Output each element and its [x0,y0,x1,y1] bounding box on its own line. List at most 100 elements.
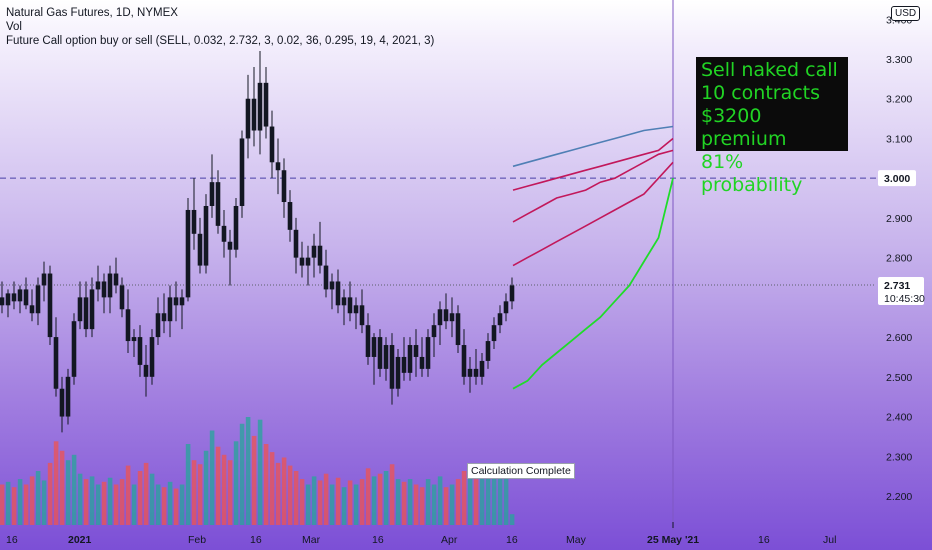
volume-bar [281,457,287,525]
candle-body [257,82,263,131]
volume-bar [407,479,413,525]
volume-bar [143,462,149,525]
candle [113,257,119,294]
candle-body [263,82,269,127]
projection-red-line-3 [512,161,674,267]
volume-bar [83,479,89,525]
volume-bar [179,484,185,525]
volume-bar [125,465,131,525]
volume-bar [155,484,161,525]
candle [83,281,89,338]
volume-bar [497,471,503,525]
symbol-title[interactable]: Natural Gas Futures, 1D, NYMEX [6,7,178,19]
candle-body [311,245,317,258]
candle-body [53,337,59,389]
candle [491,317,497,350]
candle-body [245,98,251,139]
candle [425,329,431,377]
volume-bar [131,484,137,525]
candle-body [35,285,41,314]
volume-bar [485,468,491,525]
time-tick-label: Jul [823,534,836,546]
candle-body [29,305,35,314]
volume-bar [491,465,497,525]
candle-body [149,337,155,377]
volume-bar [41,480,47,525]
candle [497,305,503,334]
candle-body [161,313,167,322]
volume-bar [185,444,191,525]
candle-body [407,345,413,373]
candle-body [197,233,203,266]
price-tick-label: 3.300 [886,54,912,66]
candle-body [209,182,215,206]
volume-bar [119,479,125,525]
volume-bar [317,480,323,525]
volume-bar [149,473,155,525]
candle [263,66,269,139]
candle [311,233,317,278]
time-tick-label: 16 [250,534,262,546]
candle [59,376,65,433]
volume-bar [209,430,215,525]
candle-body [23,289,29,306]
candle [101,273,107,314]
candle-body [353,305,359,314]
candle [371,333,377,385]
candle-body [155,313,161,338]
candle-body [305,257,311,266]
candle [329,273,335,310]
candle-body [359,305,365,326]
candle [209,154,215,218]
candle [281,158,287,218]
time-tick-label: 16 [758,534,770,546]
volume-label[interactable]: Vol [6,21,22,33]
candle-body [125,309,131,342]
last-price-value: 2.731 [884,280,910,292]
volume-bar [71,454,77,525]
candle-body [317,245,323,266]
candle [341,289,347,326]
candle [287,190,293,242]
candle-body [413,345,419,357]
volume-bar [239,423,245,525]
volume-bar [443,487,449,525]
currency-badge[interactable]: USD [891,6,921,21]
candle-series [0,51,515,433]
volume-bar [365,468,371,525]
candle [215,170,221,234]
candle [233,198,239,258]
volume-bar [23,484,29,525]
price-tick-label: 2.800 [886,253,912,265]
candle [53,317,59,397]
time-tick-label: May [566,534,587,546]
candle [467,356,473,393]
candle-body [449,313,455,322]
indicator-label[interactable]: Future Call option buy or sell (SELL, 0.… [6,35,435,47]
candle [185,198,191,302]
volume-bar [383,471,389,525]
candle-body [401,356,407,373]
candle-body [0,297,5,306]
candle [305,245,311,286]
volume-bar [503,476,509,525]
candle-body [5,293,11,306]
volume-bar [461,471,467,525]
candle-body [251,98,257,131]
candle [359,289,365,334]
price-tick-label: 2.900 [886,213,912,225]
candle-body [341,297,347,306]
candle [41,261,47,302]
projection-upper-line [512,125,674,168]
candle-body [371,337,377,357]
candle [275,138,281,195]
candle [227,229,233,286]
annotation-line: 10 contracts [701,82,821,104]
strike-price-tag: 3.000 [878,170,916,187]
volume-bar [413,484,419,525]
candle [11,281,17,310]
candle-body [275,162,281,171]
candle [461,329,467,385]
price-tick-label: 3.100 [886,133,912,145]
